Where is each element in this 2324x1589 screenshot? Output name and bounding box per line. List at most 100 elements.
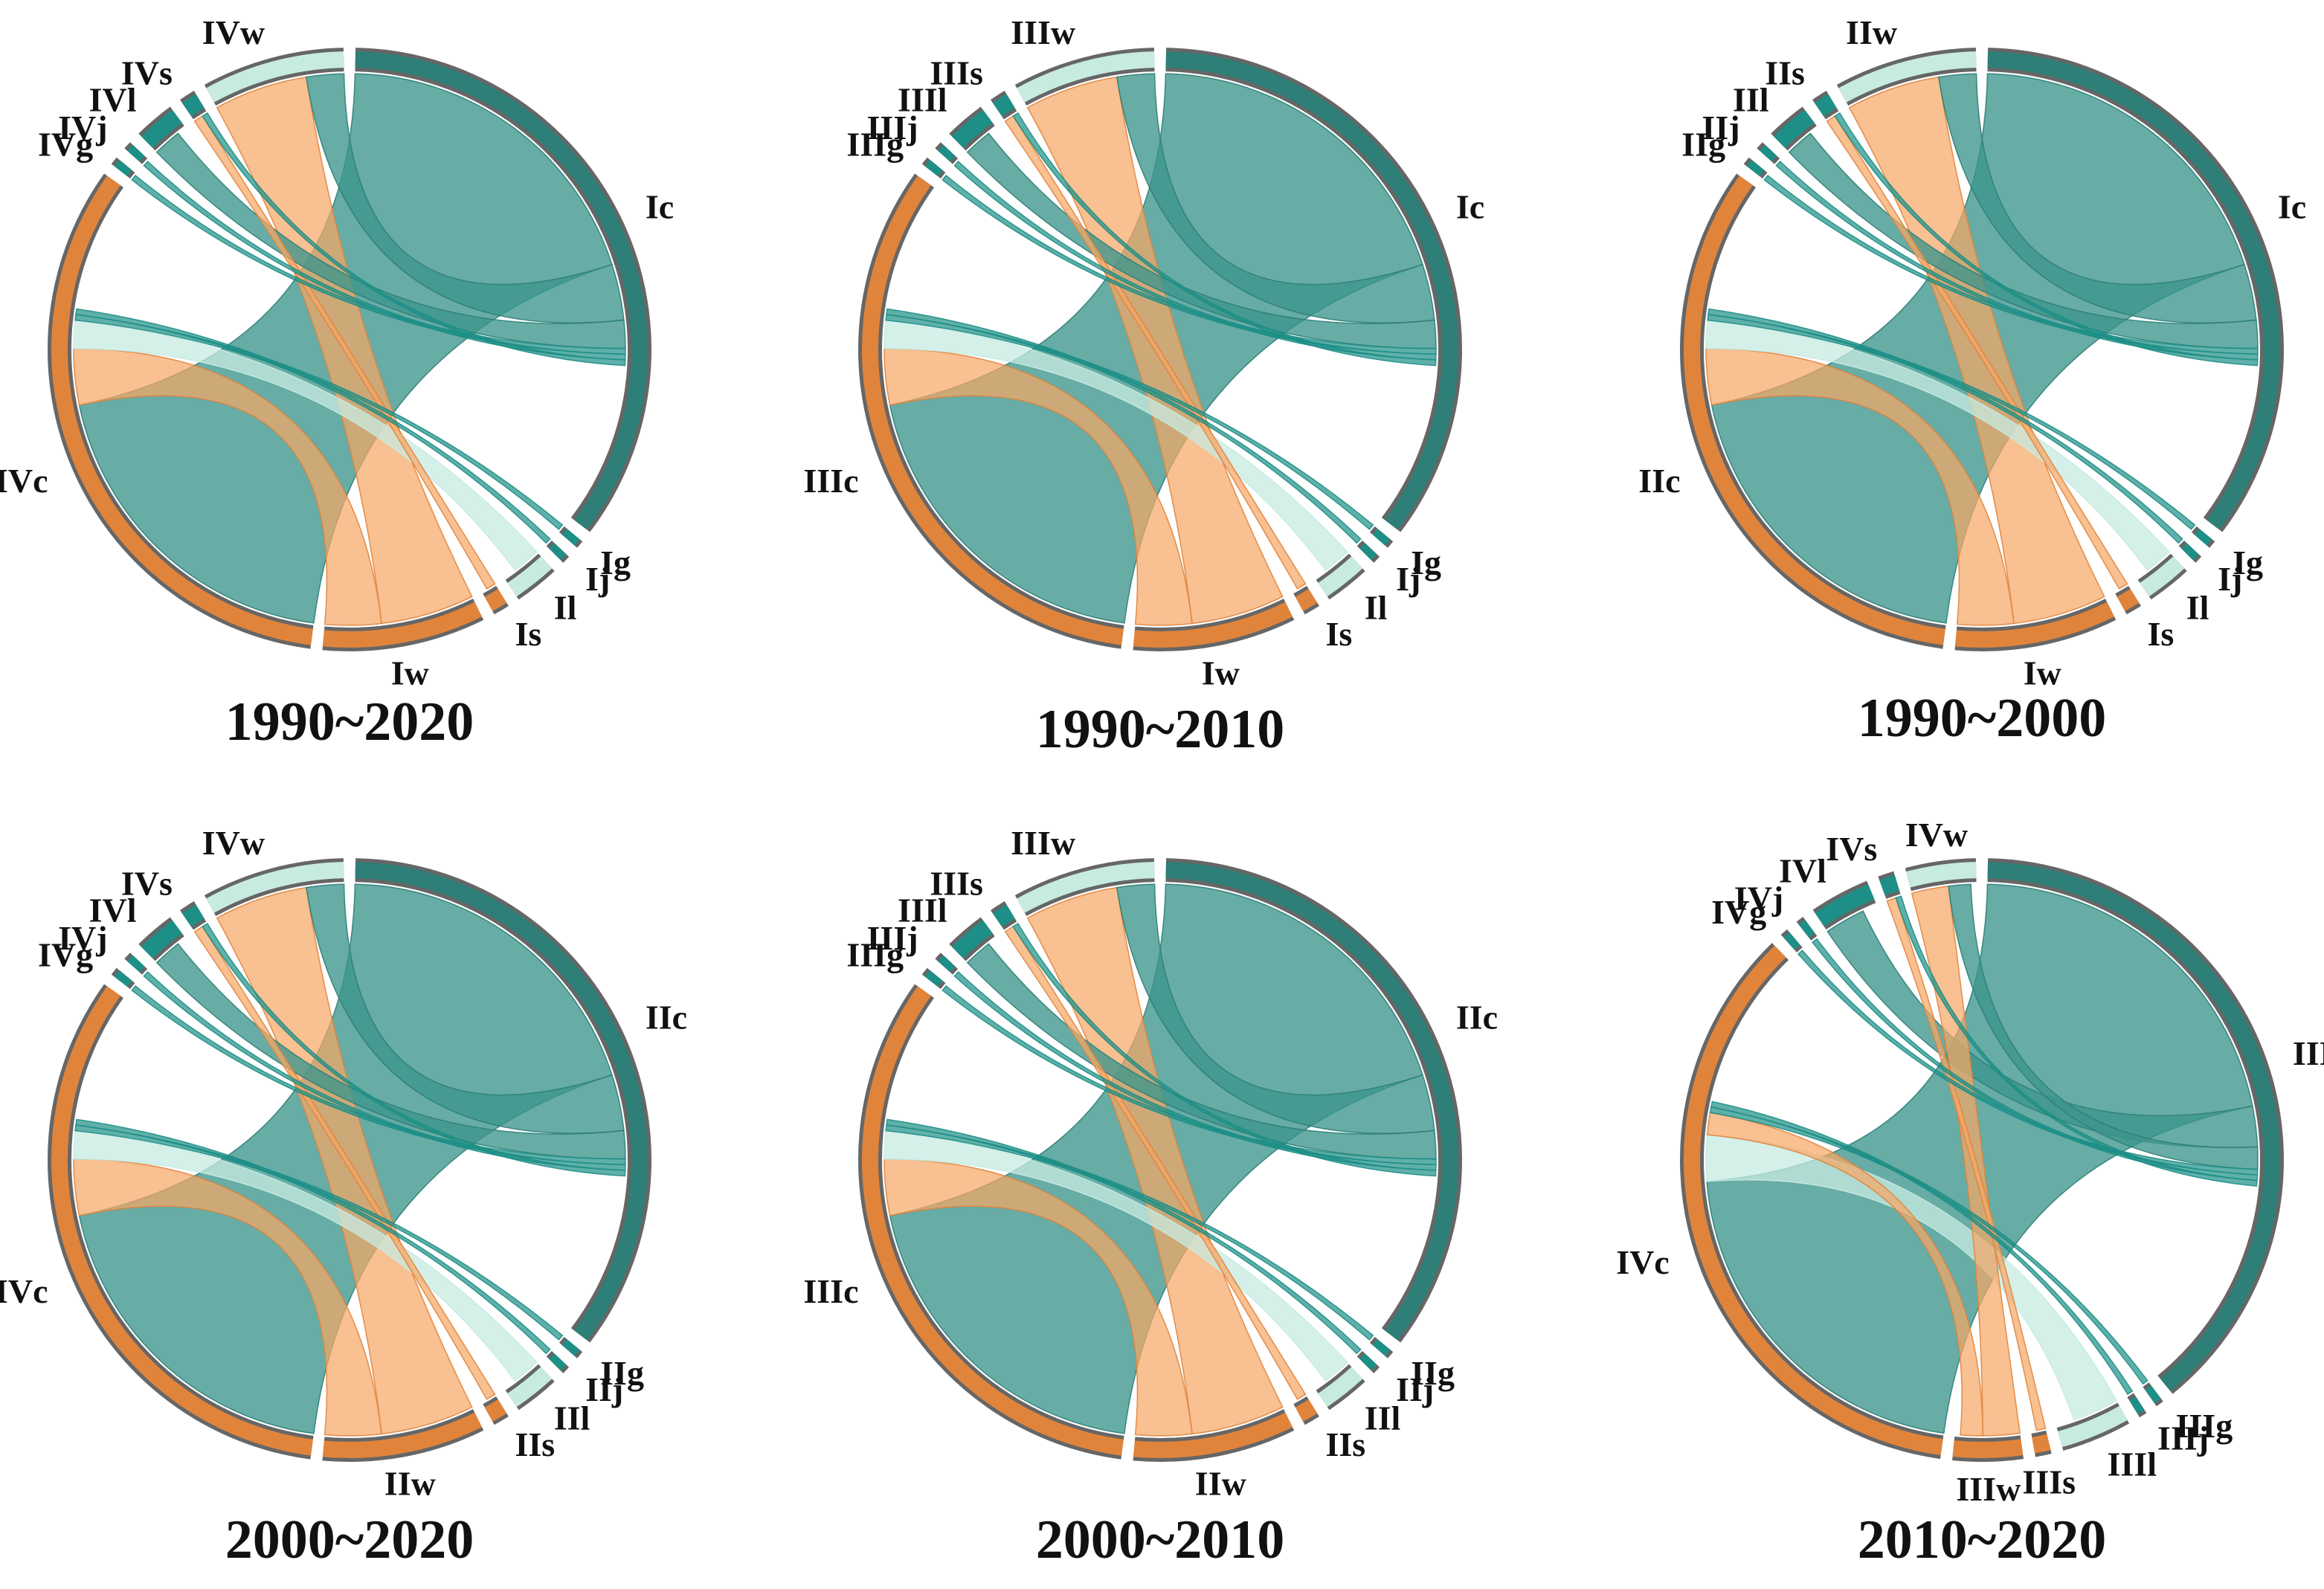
chord-ic-to-ivl	[155, 132, 626, 349]
segment-arc-iiis	[992, 94, 1015, 117]
segment-arc-iiic	[862, 175, 1124, 645]
chord-iw-to-iiic	[883, 348, 1193, 626]
segment-label-iiij: IIIj	[867, 919, 918, 957]
segment-arc-iiij	[938, 144, 956, 162]
chord-iis-to-iiis	[1004, 926, 1307, 1400]
segment-arc-is	[1295, 589, 1318, 611]
segment-label-ij: Ij	[2218, 560, 2242, 598]
segment-label-ivw: IVw	[1905, 816, 1968, 854]
segment-label-iiil: IIIl	[898, 891, 947, 929]
segment-label-iiic: IIIc	[2293, 1034, 2324, 1072]
segment-arc-ivc	[1684, 945, 1943, 1456]
chord-ij-to-iic	[1707, 308, 2183, 544]
segment-label-iij: IIj	[585, 1370, 623, 1408]
segment-arc-iij	[1760, 144, 1777, 162]
chord-ic-to-iiis	[1012, 112, 1437, 367]
segment-label-il: Il	[1365, 588, 1388, 626]
segment-arc-iiig	[2145, 1385, 2161, 1404]
segment-arc-iiig	[924, 970, 943, 987]
chord-iiic-to-ivw	[1948, 883, 2259, 1170]
segment-label-iil: IIl	[554, 1399, 590, 1437]
segment-arc-iiil	[951, 920, 993, 959]
segment-arc-iil	[507, 1367, 553, 1408]
segment-arc-ij	[549, 543, 567, 561]
segment-label-ivc: IVc	[0, 1272, 48, 1310]
segment-label-ij: Ij	[585, 560, 610, 598]
chord-ic-to-iiw	[1937, 73, 2257, 323]
segment-arc-iiic	[862, 986, 1124, 1456]
segment-arc-is	[2117, 589, 2140, 611]
segment-arc-il	[2140, 556, 2185, 597]
segment-label-ivj: IVj	[58, 109, 107, 146]
segment-arc-ivg	[114, 970, 132, 987]
segment-label-iil: IIl	[1733, 80, 1769, 118]
segment-label-iig: IIg	[600, 1354, 644, 1392]
chord-iic-to-iiiw	[1116, 883, 1435, 1134]
chord-iic-to-iiis	[1012, 923, 1437, 1177]
chord-iiw-to-iiic	[883, 1158, 1193, 1437]
segment-arc-ivg	[114, 159, 132, 177]
segment-label-iil: IIl	[1365, 1399, 1401, 1437]
segment-arc-iiig	[924, 159, 943, 177]
chord-ic-to-iiil	[966, 132, 1437, 349]
segment-label-iw: Iw	[1202, 654, 1240, 692]
segment-arc-iiiw	[1017, 862, 1155, 913]
segment-arc-iis	[484, 1399, 507, 1422]
chord-ic-to-iil	[1788, 132, 2259, 349]
segment-arc-iiw	[1133, 1412, 1293, 1458]
segment-arc-ivs	[181, 904, 205, 927]
chord-iiij-to-ivc	[1710, 1100, 2134, 1396]
segment-label-iiic: IIIc	[803, 1272, 858, 1310]
segment-label-ivl: IVl	[89, 891, 137, 929]
segment-arc-iiic	[1987, 862, 2280, 1391]
segment-label-ivw: IVw	[202, 824, 265, 862]
chord-is-to-iiis	[1004, 115, 1307, 590]
segment-label-ivc: IVc	[0, 462, 48, 500]
segment-arc-iis	[1295, 1399, 1318, 1422]
chord-iiis-to-ivs	[1886, 897, 2047, 1431]
segment-label-ivj: IVj	[58, 919, 107, 957]
segment-arc-il	[1318, 556, 1363, 597]
segment-arc-ivj	[127, 955, 145, 973]
segment-arc-il	[507, 556, 553, 597]
segment-label-iw: Iw	[391, 654, 429, 692]
segment-label-ivs: IVs	[121, 54, 173, 92]
segment-label-iiij: IIIj	[867, 109, 918, 146]
chord-iij-to-ivc	[75, 1118, 551, 1355]
segment-arc-iiij	[2128, 1396, 2145, 1414]
chord-is-to-ivs	[193, 115, 496, 590]
segment-label-iiw: IIw	[1195, 1464, 1246, 1502]
segment-label-ivs: IVs	[1826, 830, 1877, 868]
segment-arc-ivg	[1783, 932, 1800, 950]
segment-arc-ivj	[1798, 920, 1815, 938]
chord-ig-to-ivc	[74, 314, 564, 530]
segment-arc-iiij	[938, 955, 956, 973]
segment-arc-iw	[1954, 602, 2115, 648]
chord-ij-to-ivc	[75, 308, 551, 544]
segment-label-iis: IIs	[1765, 54, 1805, 92]
segment-label-ivg: IVg	[38, 936, 93, 974]
segment-label-ic: Ic	[646, 187, 674, 225]
chord-iw-to-iic	[1705, 348, 2015, 626]
segment-arc-iic	[355, 862, 648, 1341]
segment-label-iiis: IIIs	[2022, 1463, 2076, 1501]
segment-arc-ij	[2181, 543, 2199, 561]
segment-arc-iij	[1359, 1353, 1377, 1371]
segment-label-ig: Ig	[600, 544, 631, 581]
segment-label-il: Il	[554, 588, 577, 626]
segment-label-iiiw: IIIw	[1956, 1470, 2021, 1508]
segment-label-ivg: IVg	[38, 126, 93, 164]
segment-arc-iiw	[322, 1412, 483, 1458]
segment-label-ivl: IVl	[1779, 852, 1826, 890]
chord-ic-to-iiiw	[1116, 73, 1435, 323]
segment-arc-iic	[1684, 175, 1945, 645]
segment-arc-ivs	[181, 94, 205, 117]
segment-arc-iig	[1372, 1339, 1391, 1356]
segment-label-iiis: IIIs	[930, 865, 983, 903]
panel-title: 2010~2020	[1858, 1509, 2106, 1570]
segment-arc-ivc	[51, 986, 313, 1456]
